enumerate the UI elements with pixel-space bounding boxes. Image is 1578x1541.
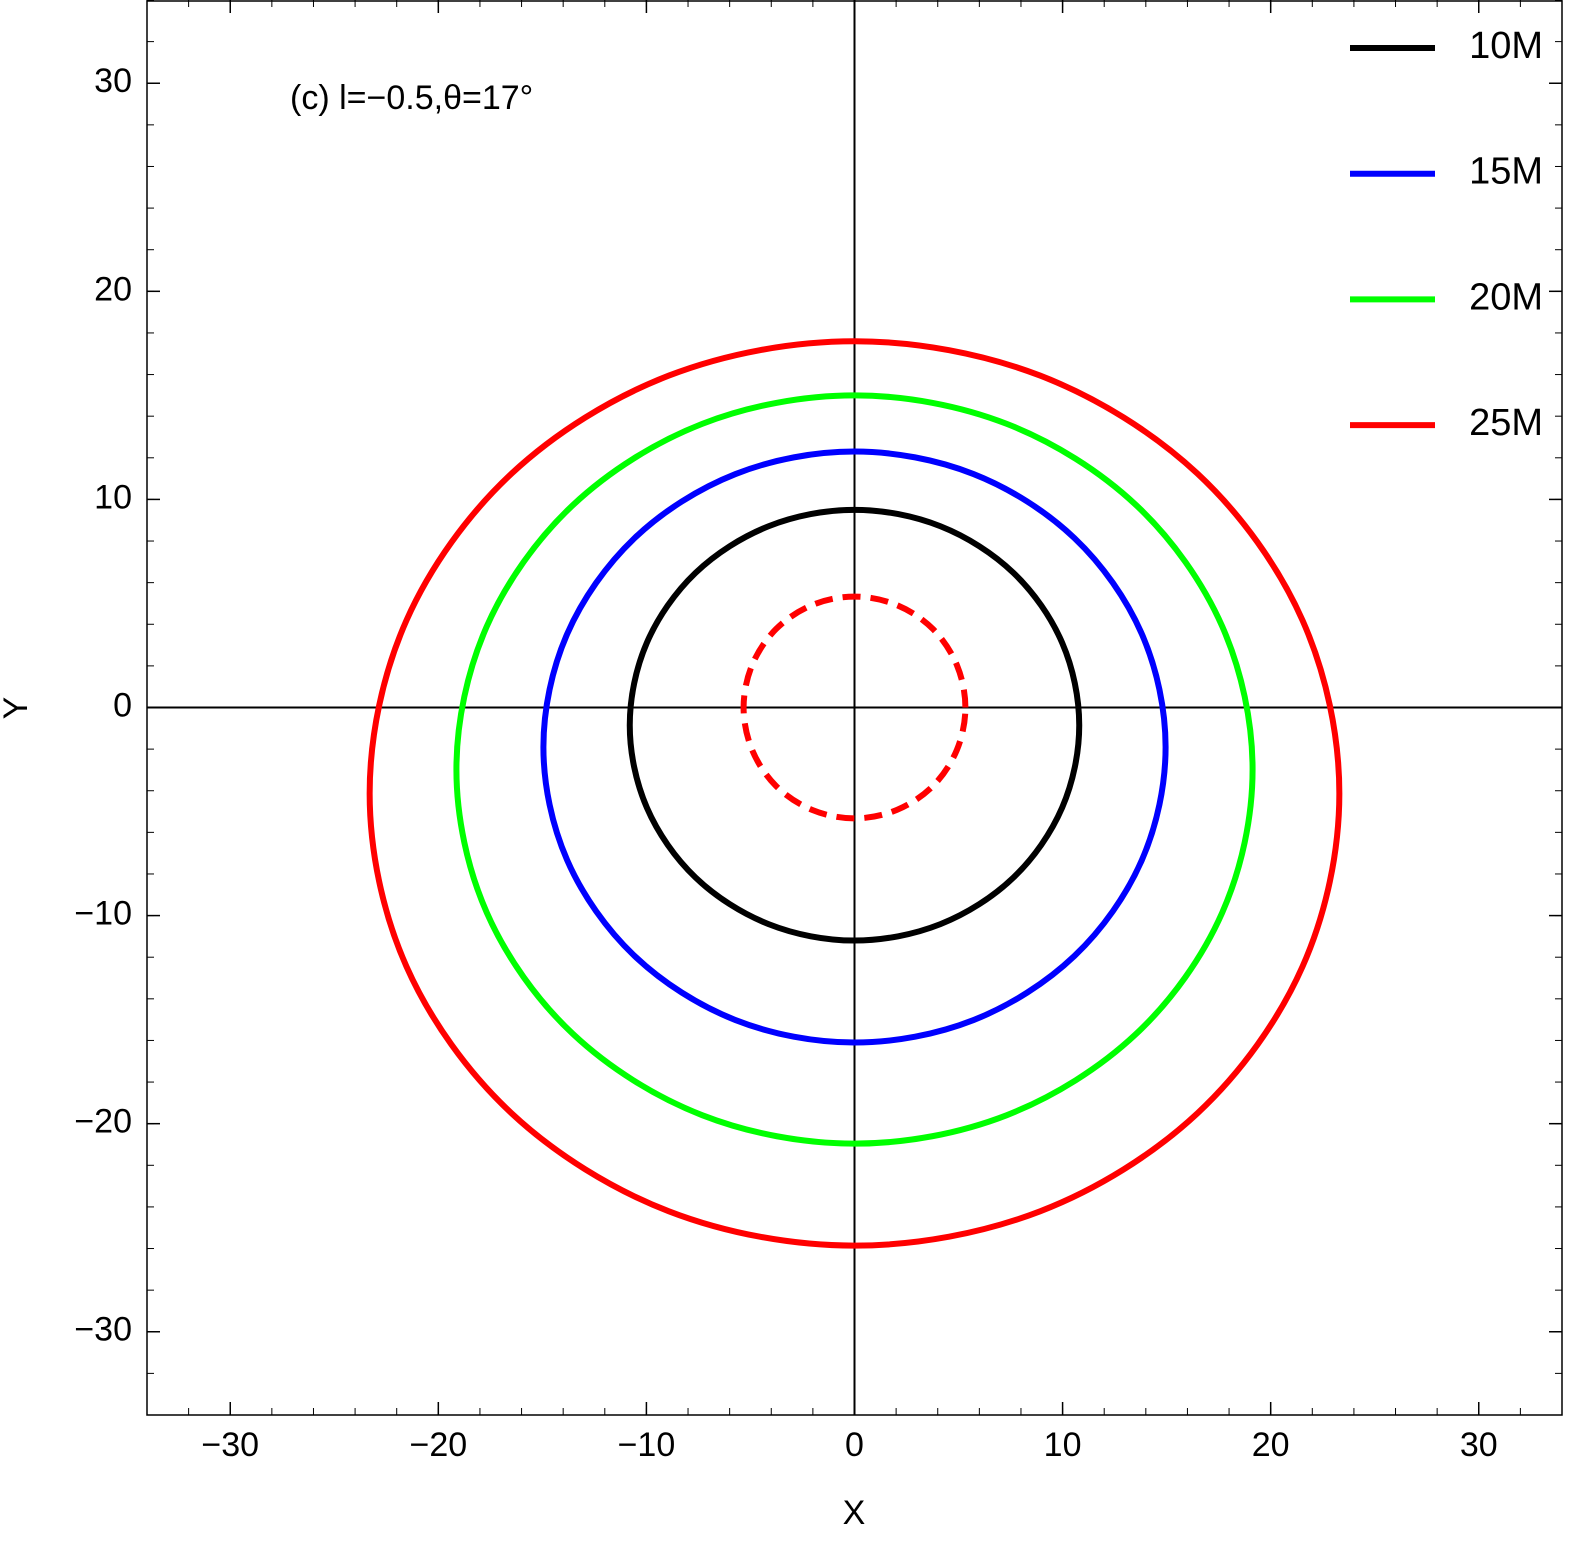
x-tick-label: −20 [409, 1426, 467, 1464]
legend-label: 10M [1469, 25, 1543, 67]
y-tick-label: 0 [113, 686, 132, 724]
series-curve [453, 392, 1256, 1147]
y-tick-label: −10 [74, 895, 132, 933]
x-tick-label: 30 [1460, 1426, 1498, 1464]
x-tick-label: −30 [201, 1426, 259, 1464]
legend-label: 25M [1469, 402, 1543, 444]
legend-label: 15M [1469, 151, 1543, 193]
series-curve [626, 506, 1083, 944]
x-tick-label: 0 [845, 1426, 864, 1464]
series-curve [540, 448, 1169, 1046]
y-tick-label: −20 [74, 1103, 132, 1141]
y-tick-label: −30 [74, 1311, 132, 1349]
y-tick-label: 30 [94, 62, 132, 100]
x-tick-label: −10 [618, 1426, 676, 1464]
y-tick-label: 10 [94, 478, 132, 516]
series-curve [740, 593, 969, 822]
annotation: (c) l=−0.5,θ=17° [290, 79, 533, 117]
x-axis-label: X [843, 1494, 866, 1532]
legend-label: 20M [1469, 276, 1543, 318]
series-curve [366, 338, 1343, 1249]
x-tick-label: 20 [1252, 1426, 1290, 1464]
x-tick-label: 10 [1044, 1426, 1082, 1464]
y-axis-label: Y [0, 697, 35, 720]
y-tick-label: 20 [94, 270, 132, 308]
